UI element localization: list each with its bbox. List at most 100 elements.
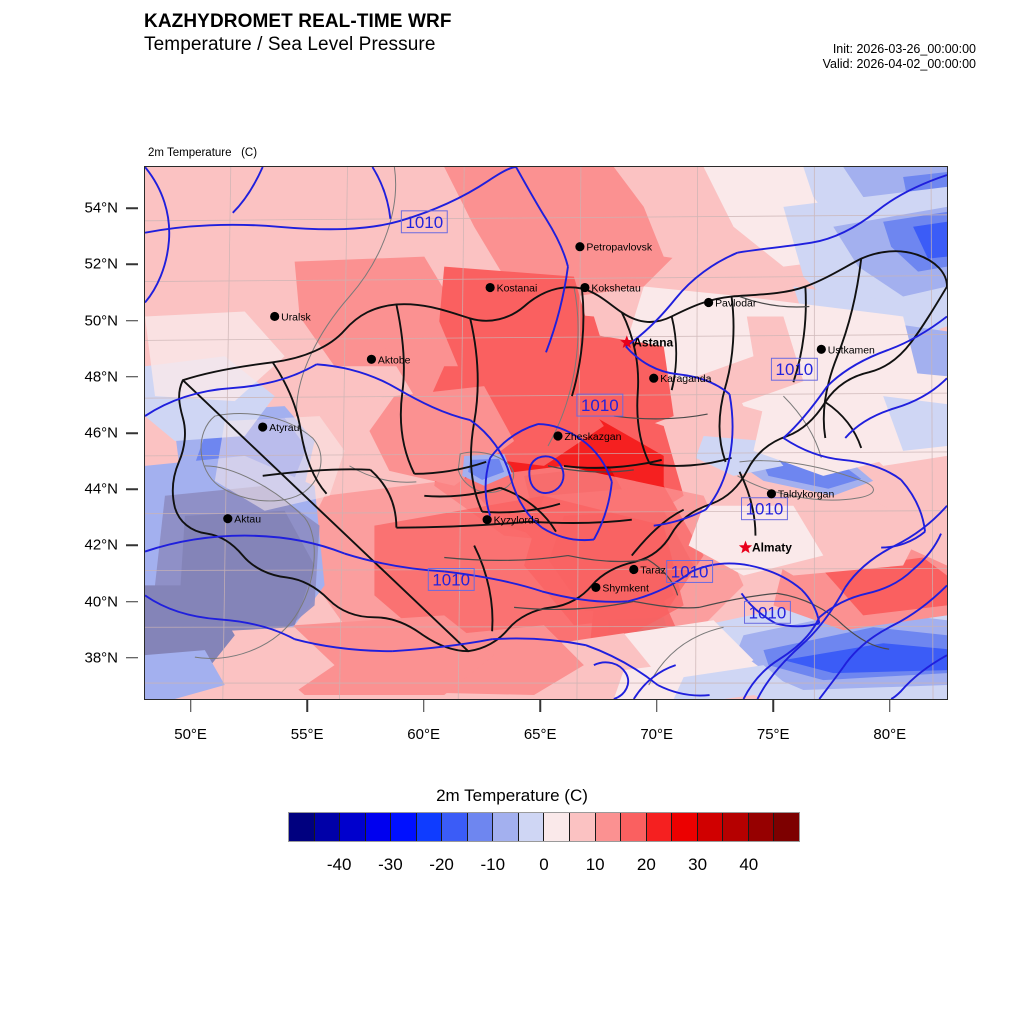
colorbar bbox=[288, 812, 800, 842]
city-label: Almaty bbox=[752, 541, 792, 555]
pressure-isobars bbox=[145, 167, 947, 699]
colorbar-swatch bbox=[646, 813, 673, 841]
colorbar-swatch bbox=[595, 813, 622, 841]
isobar-label-text: 1010 bbox=[671, 562, 709, 581]
isobar-label-text: 1010 bbox=[776, 360, 814, 379]
colorbar-tick-label: 10 bbox=[585, 855, 605, 874]
city-label: Kokshetau bbox=[591, 284, 641, 295]
city-dot-icon bbox=[766, 489, 777, 499]
city-marker[interactable]: Kokshetau bbox=[580, 282, 641, 295]
city-label: Kyzylorda bbox=[494, 516, 540, 527]
city-label: Taraz bbox=[640, 565, 666, 576]
city-dot-icon bbox=[258, 422, 268, 432]
x-tick-label: 80°E bbox=[873, 726, 907, 743]
city-label: Aktobe bbox=[378, 355, 411, 366]
map-plot-area: 1010 1010 1010 1010 1010 1010 1010 Petro… bbox=[144, 166, 948, 700]
city-marker[interactable]: Shymkent bbox=[591, 582, 649, 595]
y-tick-mark bbox=[126, 432, 138, 434]
y-tick-label: 50°N bbox=[84, 312, 118, 330]
y-tick-mark bbox=[126, 600, 138, 603]
x-tick-mark bbox=[539, 700, 541, 712]
city-marker[interactable]: Astana bbox=[620, 335, 674, 349]
city-marker[interactable]: Karaganda bbox=[649, 373, 712, 386]
x-tick-label: 55°E bbox=[290, 726, 324, 743]
y-tick-label: 52°N bbox=[84, 255, 118, 273]
city-marker[interactable]: Aktobe bbox=[366, 354, 411, 367]
colorbar-swatch bbox=[365, 813, 392, 841]
city-marker[interactable]: Atyrau bbox=[258, 422, 300, 434]
isobar-label: 1010 bbox=[576, 393, 624, 417]
city-dot-icon bbox=[704, 297, 714, 308]
city-label: Pavlodar bbox=[715, 298, 757, 309]
city-dot-icon bbox=[591, 582, 601, 593]
isobar-label: 1010 bbox=[741, 497, 788, 521]
city-marker[interactable]: Kyzylorda bbox=[482, 515, 540, 527]
colorbar-swatch bbox=[416, 813, 443, 841]
isobar-label-text: 1010 bbox=[749, 603, 787, 622]
colorbar-ticks: -40 -30 -20 -10 0 10 20 30 40 bbox=[288, 855, 800, 885]
city-label: Petropavlovsk bbox=[586, 243, 652, 254]
map-svg: 1010 1010 1010 1010 1010 1010 1010 Petro… bbox=[145, 167, 947, 699]
x-tick-mark bbox=[655, 700, 658, 712]
city-marker[interactable]: Pavlodar bbox=[704, 297, 757, 310]
y-tick-mark bbox=[126, 263, 138, 266]
city-label: Karaganda bbox=[660, 374, 711, 385]
isobar-label-text: 1010 bbox=[746, 500, 784, 519]
colorbar-tick-label: 30 bbox=[688, 855, 708, 874]
city-label: Atyrau bbox=[269, 423, 299, 434]
isobar-labels: 1010 1010 1010 1010 1010 1010 1010 bbox=[400, 210, 818, 624]
city-dot-icon bbox=[649, 373, 659, 383]
colorbar-swatch bbox=[697, 813, 724, 841]
colorbar-swatch bbox=[672, 813, 698, 841]
city-dot-icon bbox=[575, 242, 585, 252]
x-tick-label: 70°E bbox=[640, 726, 674, 743]
city-marker[interactable]: Ustkamen bbox=[816, 344, 875, 357]
colorbar-swatch bbox=[289, 813, 315, 841]
isobar-label-text: 1010 bbox=[405, 213, 443, 232]
x-tick-label: 75°E bbox=[756, 726, 790, 743]
city-marker[interactable]: Kostanai bbox=[485, 282, 538, 295]
x-tick-mark bbox=[772, 700, 774, 712]
y-tick-label: 42°N bbox=[84, 536, 118, 554]
colorbar-tick-label: 40 bbox=[739, 855, 759, 874]
colorbar-swatch bbox=[621, 813, 647, 841]
colorbar-tick-label: -30 bbox=[378, 855, 403, 874]
colorbar-swatch bbox=[391, 813, 417, 841]
city-marker[interactable]: Almaty bbox=[738, 541, 792, 555]
colorbar-swatch bbox=[570, 813, 596, 841]
city-marker[interactable]: Zheskazgan bbox=[553, 431, 622, 443]
colorbar-tick-label: 0 bbox=[539, 855, 549, 874]
variable-label-temperature: 2m Temperature (C) bbox=[148, 147, 258, 159]
y-tick-label: 48°N bbox=[84, 368, 118, 386]
city-marker[interactable]: Petropavlovsk bbox=[575, 242, 653, 254]
isobar-label: 1010 bbox=[770, 357, 818, 381]
city-marker[interactable]: Taraz bbox=[629, 564, 666, 577]
city-dot-icon bbox=[223, 514, 233, 524]
city-label: Taldykorgan bbox=[778, 490, 835, 501]
x-axis-ticks: 50°E 55°E 60°E 65°E 70°E 75°E 80°E bbox=[144, 700, 948, 750]
colorbar-swatch bbox=[774, 813, 799, 841]
isobar-label: 1010 bbox=[427, 567, 475, 591]
colorbar-tick-label: -10 bbox=[480, 855, 506, 874]
colorbar-swatch bbox=[518, 813, 545, 841]
colorbar-tick-label: -40 bbox=[326, 855, 352, 874]
city-marker[interactable]: Uralsk bbox=[270, 311, 312, 324]
x-tick-label: 65°E bbox=[523, 726, 557, 743]
city-label: Uralsk bbox=[281, 312, 311, 323]
y-tick-mark bbox=[126, 657, 138, 659]
y-tick-mark bbox=[126, 319, 138, 322]
city-dot-icon bbox=[629, 564, 639, 575]
colorbar-tick-label: -20 bbox=[429, 855, 454, 874]
y-tick-label: 46°N bbox=[84, 424, 118, 442]
city-marker[interactable]: Aktau bbox=[223, 514, 261, 526]
x-tick-mark bbox=[422, 700, 425, 712]
colorbar-title: 2m Temperature (C) bbox=[436, 786, 588, 805]
city-dot-icon bbox=[816, 344, 826, 354]
x-tick-label: 50°E bbox=[174, 726, 207, 743]
city-label: Shymkent bbox=[602, 583, 649, 594]
colorbar-swatch bbox=[340, 813, 366, 841]
city-marker[interactable]: Taldykorgan bbox=[766, 489, 835, 501]
colorbar-swatch bbox=[748, 813, 775, 841]
valid-time: Valid: 2026-04-02_00:00:00 bbox=[822, 57, 976, 71]
y-tick-label: 40°N bbox=[84, 593, 118, 611]
